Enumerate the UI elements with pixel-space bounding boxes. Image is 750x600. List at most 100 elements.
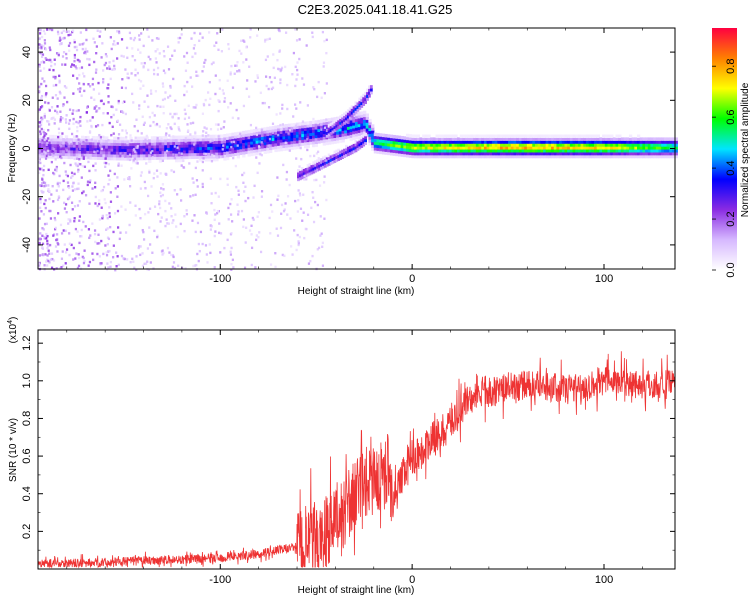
spectrogram-cell [532, 154, 536, 159]
spectrogram-cell [352, 119, 356, 123]
spectrogram-cell [534, 151, 539, 156]
spectrogram-noise [90, 124, 93, 128]
spectrogram-cell [64, 143, 69, 148]
spectrogram-noise [269, 203, 273, 207]
spectrogram-noise [41, 242, 45, 246]
spectrogram-cell [348, 151, 352, 156]
spectrogram-cell [534, 154, 539, 159]
spectrogram-cell [569, 154, 574, 159]
spectrogram-cell [196, 143, 200, 148]
spectrogram-cell [215, 137, 219, 142]
spectrogram-noise [288, 183, 291, 187]
spectrogram-cell [279, 141, 284, 146]
spectrogram-noise [237, 213, 240, 216]
spectrogram-cell [212, 146, 216, 150]
spectrogram-noise [277, 194, 280, 198]
spectrogram-noise [100, 147, 104, 151]
spectrogram-cell [239, 145, 243, 150]
spectrogram-cell [422, 137, 426, 141]
spectrogram-noise [312, 220, 316, 224]
spectrogram-cell [518, 154, 523, 159]
spectrogram-cell [438, 140, 442, 144]
spectrogram-noise [268, 216, 271, 220]
spectrogram-cell [258, 136, 262, 141]
spectrogram-noise [297, 241, 300, 245]
spectrogram-noise [303, 236, 306, 240]
spectrogram-noise [81, 164, 84, 168]
spectrogram-noise [56, 198, 60, 202]
spectrogram-cell [247, 150, 251, 154]
spectrogram-cell [356, 147, 360, 151]
spectrogram-cell [97, 153, 101, 158]
spectrogram-cell [457, 151, 461, 156]
spectrogram-cell [338, 139, 343, 143]
spectrogram-noise [46, 234, 49, 238]
spectrogram-cell [489, 137, 493, 141]
spectrogram-noise [104, 165, 107, 168]
spectrogram-cell [602, 148, 606, 153]
spectrogram-cell [150, 153, 155, 158]
spectrogram-noise [76, 187, 79, 191]
spectrogram-cell [274, 142, 278, 147]
spectrogram-cell [569, 146, 574, 150]
spectrogram-cell [156, 150, 160, 155]
spectrogram-noise [147, 55, 150, 59]
spectrogram-noise [113, 64, 116, 68]
spectrogram-cell [338, 127, 343, 132]
spectrogram-noise [217, 48, 220, 52]
spectrogram-noise [194, 130, 197, 134]
spectrogram-cell [236, 154, 241, 159]
spectrogram-cell [346, 146, 350, 151]
spectrogram-cell [572, 134, 576, 139]
spectrogram-cell [166, 138, 171, 143]
spectrogram-cell [599, 148, 603, 153]
spectrogram-cell [134, 145, 138, 149]
spectrogram-cell [607, 151, 611, 156]
spectrogram-cell [483, 140, 488, 144]
spectrogram-cell [110, 139, 114, 143]
spectrogram-cell [239, 139, 243, 144]
spectrogram-noise [286, 107, 289, 111]
spectrogram-noise [104, 53, 108, 56]
spectrogram-cell [123, 151, 128, 155]
spectrogram-cell [572, 151, 576, 156]
spectrogram-cell [470, 154, 474, 159]
spectrogram-cell [56, 146, 61, 151]
spectrogram-cell [220, 140, 224, 144]
spectrogram-noise [256, 215, 259, 218]
spectrogram-cell [40, 151, 44, 156]
spectrogram-cell [567, 146, 571, 150]
spectrogram-noise [243, 266, 247, 269]
spectrogram-noise [175, 225, 178, 228]
spectrogram-cell [486, 154, 490, 159]
spectrogram-cell [269, 149, 273, 153]
spectrogram-cell [343, 154, 346, 159]
spectrogram-cell [537, 140, 541, 144]
spectrogram-cell [263, 138, 267, 143]
spectrogram-cell [140, 145, 144, 149]
spectrogram-cell [366, 97, 369, 101]
spectrogram-noise [136, 162, 139, 165]
spectrogram-noise [128, 223, 131, 227]
spectrogram-noise [192, 121, 195, 125]
spectrogram-cell [623, 154, 627, 159]
spectrogram-cell [99, 144, 104, 149]
spectrogram-cell [432, 146, 437, 150]
spectrogram-cell [642, 148, 646, 153]
spectrogram-cell [166, 144, 171, 149]
spectrogram-noise [87, 83, 90, 86]
spectrogram-noise [280, 68, 283, 71]
spectrogram-cell [411, 137, 415, 141]
spectrogram-noise [47, 137, 50, 140]
spectrogram-cell [290, 129, 294, 133]
spectrogram-cell [569, 148, 574, 153]
spectrogram-noise [234, 164, 237, 168]
spectrogram-cell [297, 168, 300, 173]
spectrogram-noise [208, 103, 211, 107]
spectrogram-noise [237, 135, 240, 138]
spectrogram-noise [311, 31, 314, 34]
spectrogram-cell [470, 148, 474, 153]
spectrogram-cell [72, 144, 77, 148]
spectrogram-noise [185, 209, 188, 212]
spectrogram-cell [371, 135, 375, 140]
